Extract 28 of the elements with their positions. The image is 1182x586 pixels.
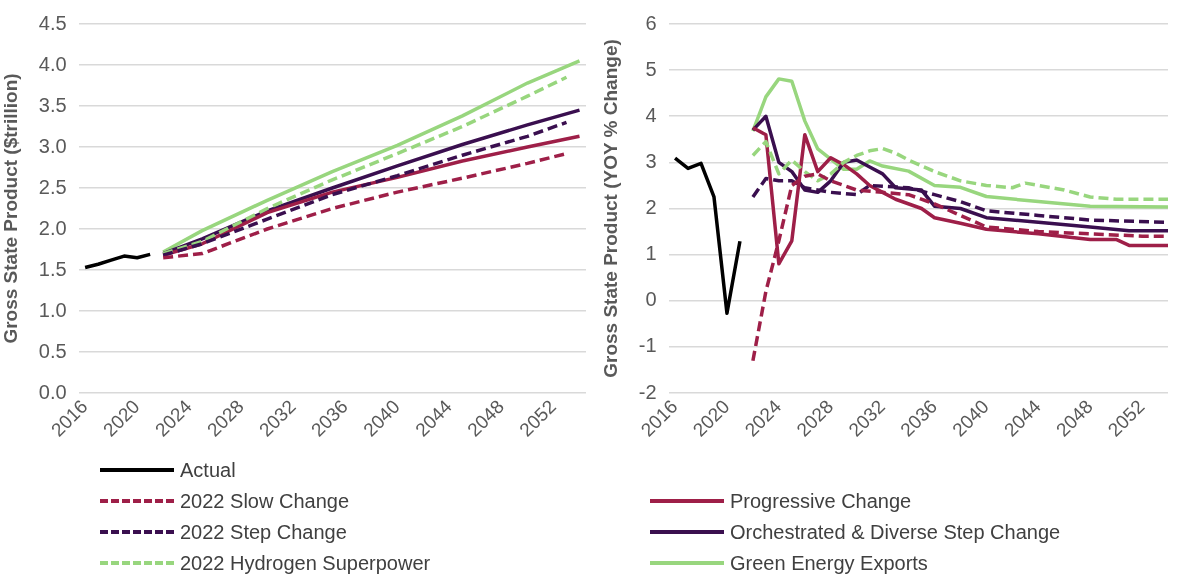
legend-label: 2022 Slow Change	[180, 489, 350, 513]
legend-label: Progressive Change	[730, 489, 912, 513]
legend-label: Orchestrated & Diverse Step Change	[730, 520, 1061, 544]
y-tick-label: 4.5	[38, 11, 67, 34]
y-tick-label: 0.5	[38, 339, 67, 362]
y-axis-title: Gross State Product (YOY % Change)	[599, 39, 621, 378]
y-tick-label: 2.5	[38, 175, 67, 198]
y-tick-label: 3	[645, 149, 657, 172]
y-tick-label: -1	[638, 334, 657, 357]
y-axis-title: Gross State Product ($trillion)	[0, 73, 21, 344]
legend-label: Green Energy Exports	[730, 551, 928, 575]
y-tick-label: 6	[645, 11, 657, 34]
y-tick-label: 4.0	[38, 52, 67, 75]
legend-label: 2022 Step Change	[180, 520, 347, 544]
y-tick-label: 0	[645, 288, 657, 311]
y-tick-label: 2	[645, 196, 657, 219]
y-tick-label: -2	[638, 380, 657, 403]
y-tick-label: 1.5	[38, 257, 67, 280]
y-tick-label: 1	[645, 242, 657, 265]
y-tick-label: 4	[645, 103, 657, 126]
y-tick-label: 1.0	[38, 298, 67, 321]
y-tick-label: 2.0	[38, 216, 67, 239]
y-tick-label: 3.0	[38, 134, 67, 157]
y-tick-label: 3.5	[38, 93, 67, 116]
legend-label: 2022 Hydrogen Superpower	[180, 551, 431, 575]
y-tick-label: 0.0	[38, 380, 67, 403]
y-tick-label: 5	[645, 57, 657, 80]
legend-label: Actual	[180, 458, 236, 482]
